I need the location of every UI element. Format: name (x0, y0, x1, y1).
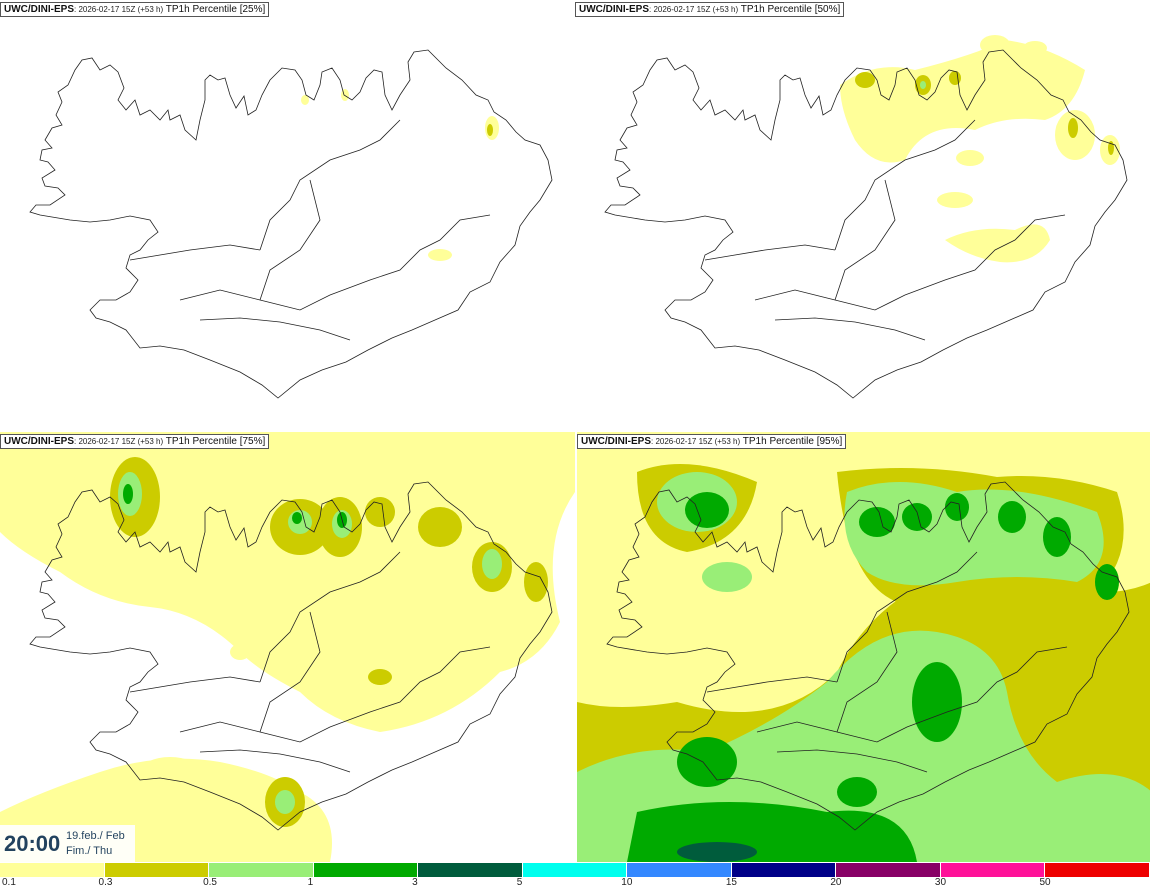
run-info: : 2026-02-17 15Z (+53 h) (74, 5, 164, 14)
colorbar-label: 20 (830, 877, 842, 888)
model-source: UWC/DINI-EPS (4, 4, 74, 15)
colorbar-labels: 0.1 0.3 0.5 1 3 5 10 15 20 30 50 (0, 877, 1150, 891)
precip-map-p75 (0, 432, 575, 862)
colorbar-label: 30 (934, 877, 947, 888)
precip-field (577, 432, 1150, 862)
model-source: UWC/DINI-EPS (579, 4, 649, 15)
precip-colorbar (0, 863, 1150, 877)
precip-field (840, 35, 1120, 263)
product-label: TP1h Percentile [75%] (163, 436, 266, 447)
precip-field (0, 432, 575, 862)
colorbar-swatch (104, 863, 210, 877)
run-info: : 2026-02-17 15Z (+53 h) (649, 5, 739, 14)
colorbar-swatch (313, 863, 419, 877)
colorbar-swatch (836, 863, 941, 877)
map-panel-p50: UWC/DINI-EPS: 2026-02-17 15Z (+53 h) TP1… (575, 0, 1150, 430)
panel-title: UWC/DINI-EPS: 2026-02-17 15Z (+53 h) TP1… (0, 434, 270, 449)
map-panel-p75: UWC/DINI-EPS: 2026-02-17 15Z (+53 h) TP1… (0, 432, 575, 862)
colorbar-swatch (940, 863, 1046, 877)
valid-weekday: Fim./ Thu (66, 845, 113, 857)
precip-map-p50 (604, 35, 1128, 399)
precip-map-p25 (29, 49, 553, 399)
colorbar-label: 0.5 (203, 877, 217, 888)
panel-title: UWC/DINI-EPS: 2026-02-17 15Z (+53 h) TP1… (0, 2, 270, 17)
valid-time-box: 20:00 19.feb./ Feb Fim./ Thu (0, 825, 135, 863)
colorbar-label: 10 (621, 877, 633, 888)
precip-field (301, 89, 499, 261)
precip-map-p95 (577, 432, 1150, 862)
colorbar-swatch (0, 863, 105, 877)
map-panel-p95: UWC/DINI-EPS: 2026-02-17 15Z (+53 h) TP1… (577, 432, 1150, 862)
colorbar-label: 5 (516, 877, 523, 888)
valid-date: 19.feb./ Feb (66, 830, 125, 842)
product-label: TP1h Percentile [95%] (740, 436, 843, 447)
colorbar-swatch (418, 863, 523, 877)
colorbar-swatch (209, 863, 314, 877)
colorbar-swatch (522, 863, 628, 877)
colorbar-swatch (731, 863, 837, 877)
colorbar-label: 0.3 (98, 877, 113, 888)
product-label: TP1h Percentile [25%] (163, 4, 266, 15)
colorbar-label: 1 (307, 877, 314, 888)
valid-time: 20:00 (4, 831, 61, 856)
model-source: UWC/DINI-EPS (581, 436, 651, 447)
run-info: : 2026-02-17 15Z (+53 h) (651, 437, 741, 446)
colorbar-label: 3 (412, 877, 418, 888)
colorbar-label: 50 (1039, 877, 1051, 888)
panel-title: UWC/DINI-EPS: 2026-02-17 15Z (+53 h) TP1… (575, 2, 845, 17)
colorbar-label: 0.1 (2, 877, 16, 888)
colorbar-label: 15 (725, 877, 737, 888)
map-panel-p25: UWC/DINI-EPS: 2026-02-17 15Z (+53 h) TP1… (0, 0, 575, 430)
colorbar-swatch (627, 863, 732, 877)
colorbar-swatch (1045, 863, 1150, 877)
model-source: UWC/DINI-EPS (4, 436, 74, 447)
run-info: : 2026-02-17 15Z (+53 h) (74, 437, 164, 446)
product-label: TP1h Percentile [50%] (738, 4, 841, 15)
panel-title: UWC/DINI-EPS: 2026-02-17 15Z (+53 h) TP1… (577, 434, 847, 449)
